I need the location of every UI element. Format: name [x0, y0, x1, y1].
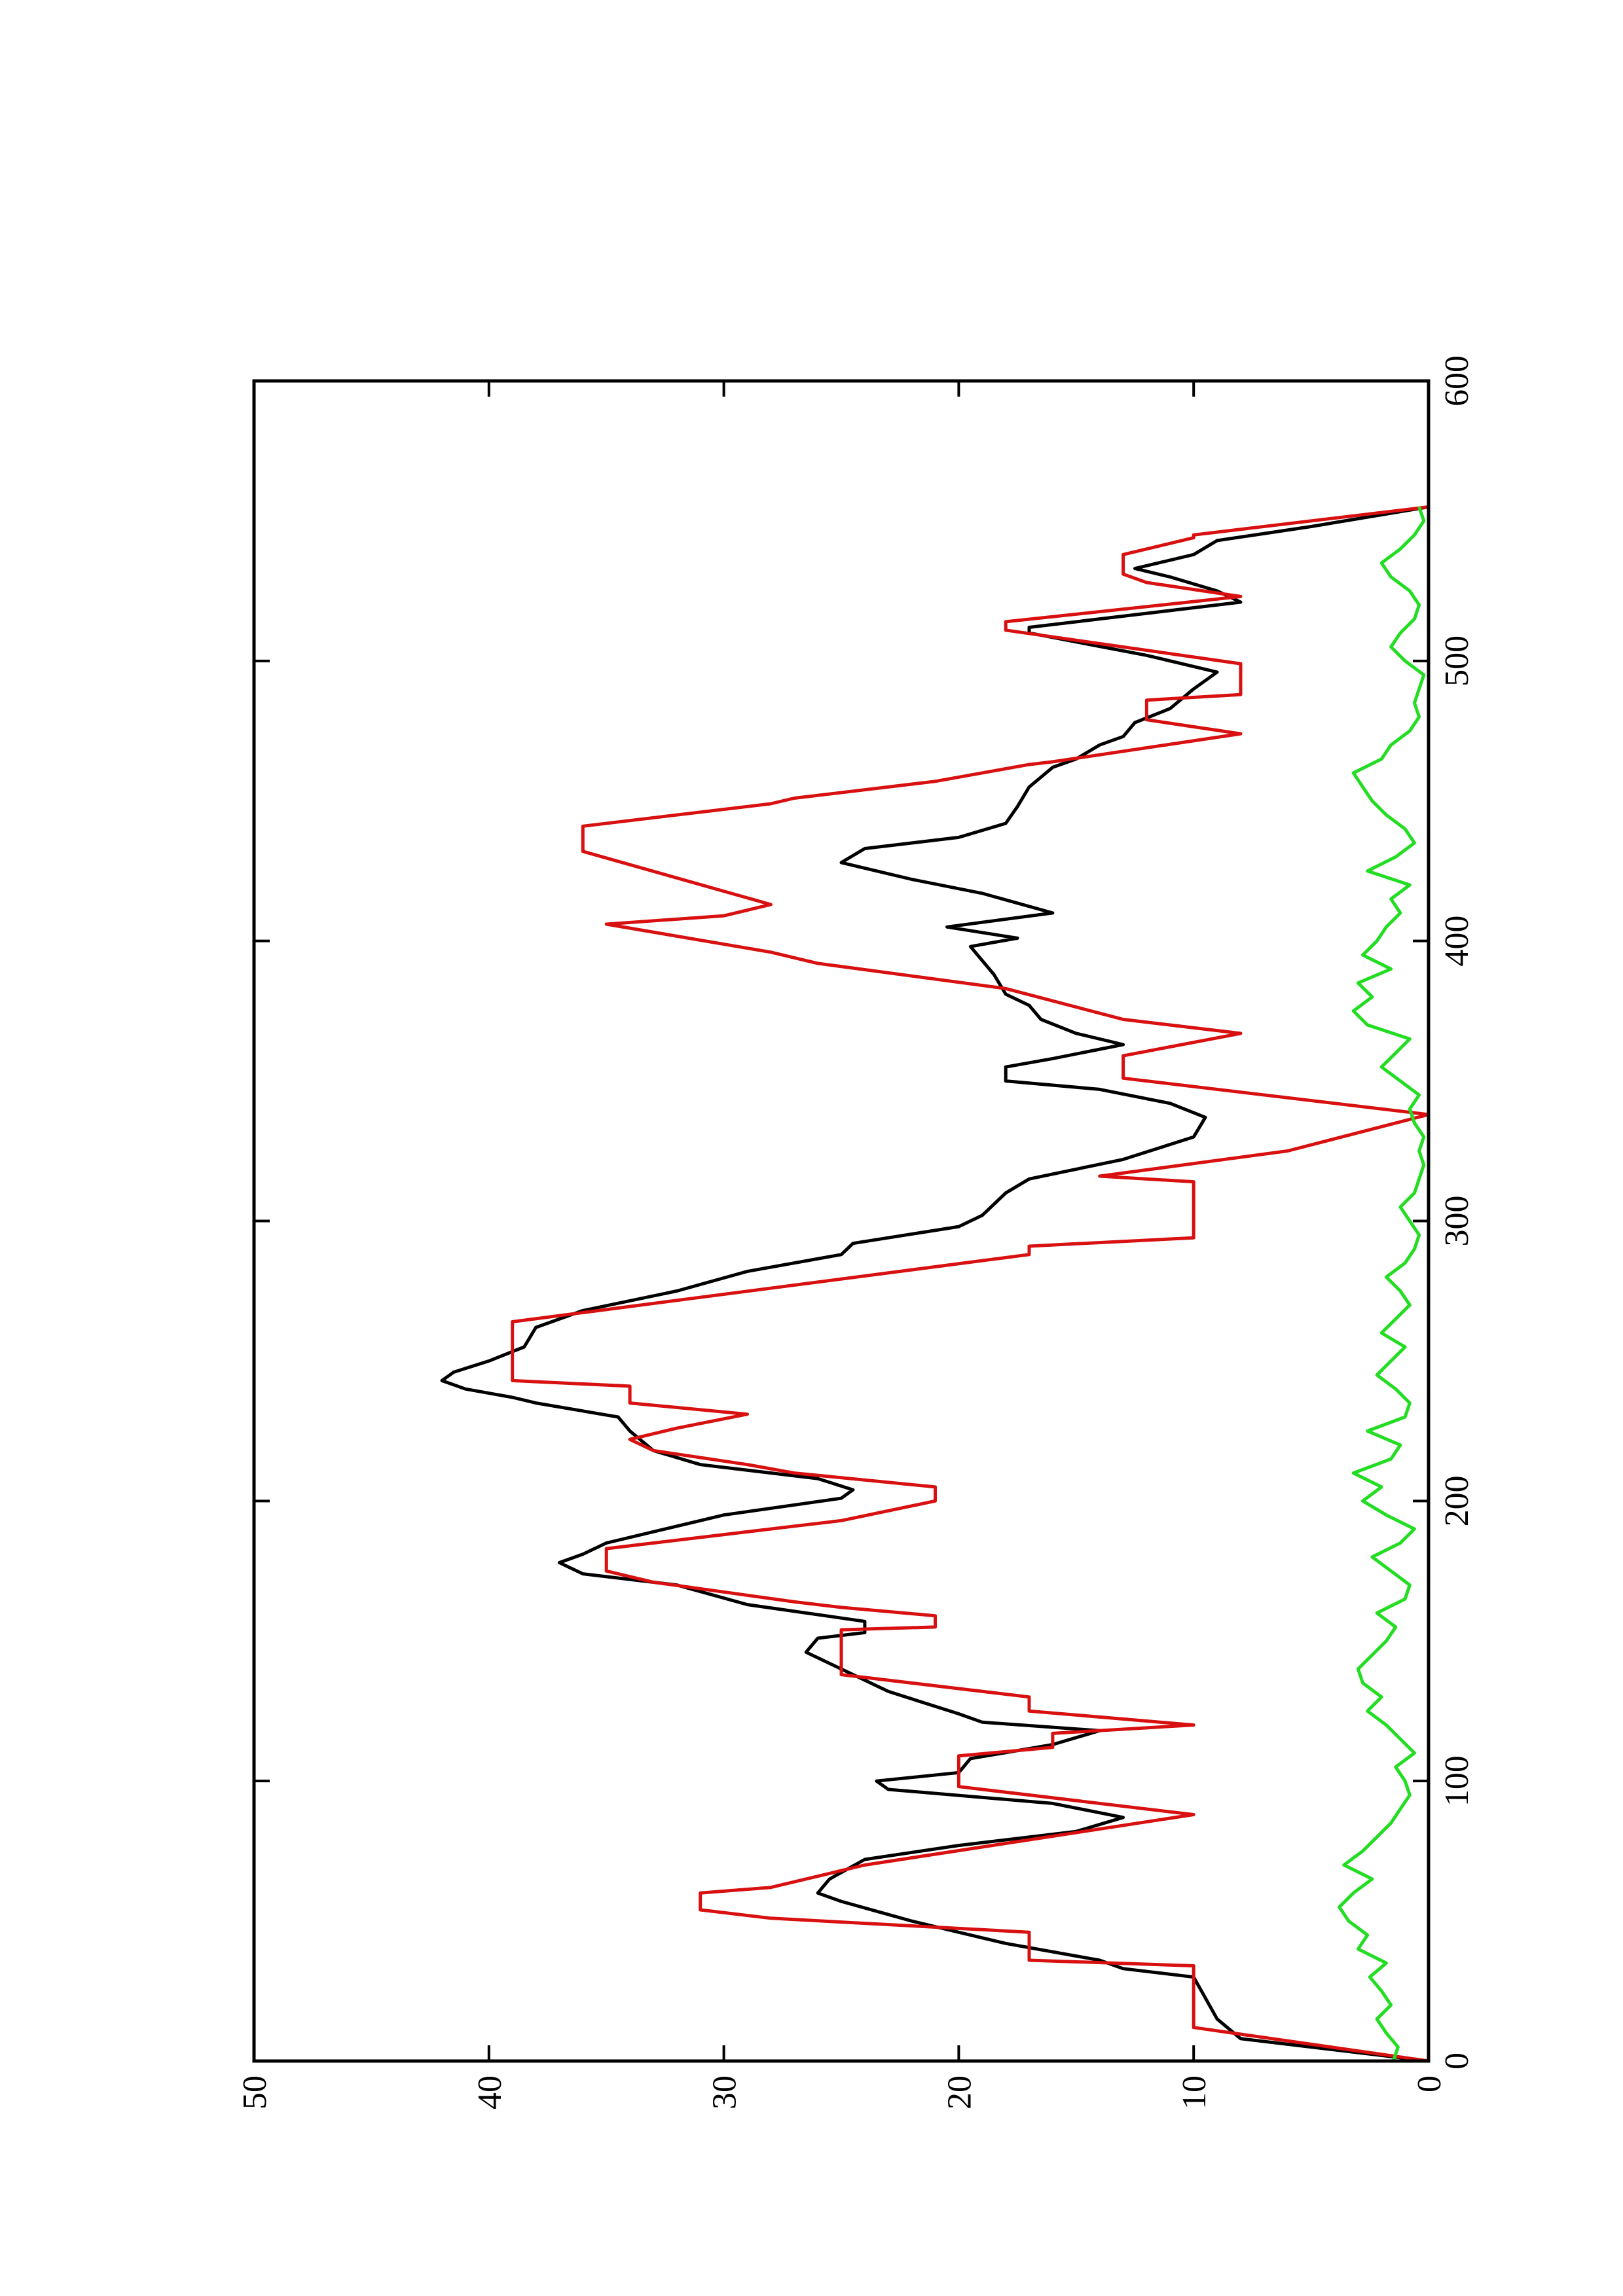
plot-area: 0 100 200 300 400 500 600 0 10 20 30 40 50 — [236, 355, 1476, 2109]
y-tick-label: 10 — [1176, 2075, 1213, 2109]
x-tick-label: 500 — [1438, 636, 1476, 687]
y-tick-label: 40 — [471, 2075, 509, 2109]
plot-frame — [252, 379, 1431, 2063]
y-tick-label: 50 — [236, 2075, 274, 2109]
y-tick-label: 30 — [706, 2075, 744, 2109]
x-tick-label: 0 — [1438, 2053, 1476, 2070]
x-tick-label: 300 — [1438, 1196, 1476, 1247]
x-tick-label: 100 — [1438, 1755, 1476, 1806]
x-tick-label: 200 — [1438, 1475, 1476, 1526]
series-line — [440, 505, 1429, 2063]
y-tick-label: 0 — [1411, 2075, 1448, 2092]
y-tick-label: 20 — [941, 2075, 978, 2109]
series-line — [511, 505, 1431, 2063]
x-tick-label: 400 — [1438, 916, 1476, 967]
series-line — [1338, 506, 1426, 2062]
x-tick-label: 600 — [1438, 355, 1476, 406]
